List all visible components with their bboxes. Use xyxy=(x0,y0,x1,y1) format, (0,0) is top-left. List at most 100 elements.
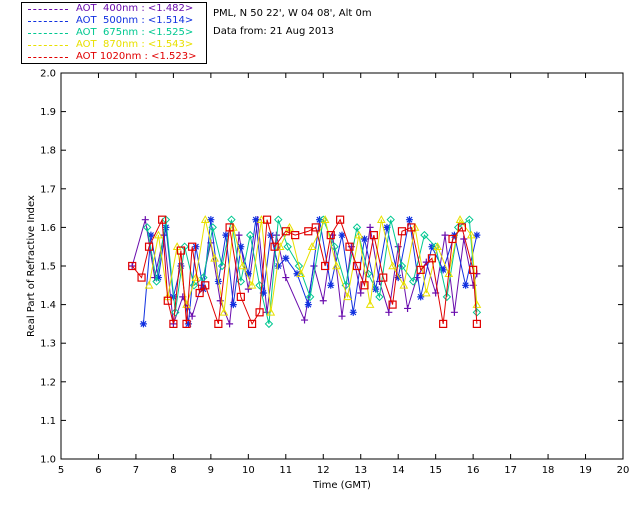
x-tick-label: 20 xyxy=(617,465,630,476)
x-tick-label: 12 xyxy=(317,465,330,476)
legend-label: AOT 870nm : <1.543> xyxy=(76,39,194,50)
data-point xyxy=(219,307,229,316)
data-point xyxy=(330,242,339,251)
data-point xyxy=(182,319,191,328)
data-point xyxy=(408,277,418,286)
data-point xyxy=(404,304,412,312)
y-tick-label: 1.3 xyxy=(40,339,56,350)
y-tick-label: 1.4 xyxy=(40,300,56,311)
data-point xyxy=(327,281,335,289)
data-point xyxy=(144,242,154,251)
data-point xyxy=(441,231,449,239)
data-point xyxy=(201,281,210,290)
data-point xyxy=(226,320,234,328)
data-point xyxy=(311,223,320,232)
data-point xyxy=(255,308,264,317)
data-point xyxy=(169,319,178,328)
y-tick-label: 1.6 xyxy=(40,223,56,234)
data-point xyxy=(162,223,170,231)
legend-label: AOT 1020nm : <1.523> xyxy=(76,51,197,62)
data-point xyxy=(338,231,346,239)
x-tick-label: 18 xyxy=(542,465,555,476)
data-point xyxy=(144,280,154,289)
legend-swatch xyxy=(28,9,68,10)
x-tick-label: 8 xyxy=(170,465,176,476)
data-point xyxy=(274,262,282,270)
y-tick-label: 1.1 xyxy=(40,416,56,427)
x-tick-label: 19 xyxy=(579,465,592,476)
data-point xyxy=(433,242,442,250)
data-point xyxy=(264,319,274,329)
legend-swatch xyxy=(28,45,68,46)
x-tick-label: 14 xyxy=(392,465,405,476)
data-point xyxy=(379,273,388,282)
data-point xyxy=(421,288,431,297)
data-point xyxy=(141,216,149,224)
data-point xyxy=(332,261,341,270)
data-point xyxy=(450,308,458,316)
data-point xyxy=(448,234,457,244)
site-info: PML, N 50 22', W 04 08', Alt 0m xyxy=(213,8,372,19)
data-point xyxy=(305,292,315,302)
legend-swatch xyxy=(28,21,68,22)
data-point xyxy=(281,227,290,236)
data-point xyxy=(222,231,230,239)
data-point xyxy=(320,215,330,223)
data-point xyxy=(195,288,204,298)
legend-item: AOT 675nm : <1.525> xyxy=(22,27,206,39)
data-point xyxy=(360,281,369,290)
data-point xyxy=(262,215,272,224)
x-tick-label: 10 xyxy=(242,465,255,476)
x-tick-label: 13 xyxy=(354,465,367,476)
data-point xyxy=(349,308,357,316)
data-point xyxy=(364,269,373,278)
data-point xyxy=(383,223,391,231)
data-point xyxy=(171,308,180,317)
data-point xyxy=(176,246,185,255)
y-tick-label: 1.8 xyxy=(40,146,56,157)
data-point xyxy=(469,265,478,274)
legend-label: AOT 500nm : <1.514> xyxy=(76,15,194,26)
legend-label: AOT 400nm : <1.482> xyxy=(76,3,194,14)
data-point xyxy=(200,215,210,223)
data-point xyxy=(405,216,413,224)
data-point xyxy=(375,292,384,302)
data-point xyxy=(236,292,245,301)
data-point xyxy=(427,254,437,263)
data-point xyxy=(191,273,201,281)
x-tick-label: 9 xyxy=(208,465,214,476)
y-tick-label: 2.0 xyxy=(40,69,56,80)
data-point xyxy=(189,281,199,290)
data-point xyxy=(394,274,402,282)
data-point xyxy=(431,242,440,251)
data-point xyxy=(399,280,409,289)
legend-item: AOT 1020nm : <1.523> xyxy=(22,51,206,63)
data-point xyxy=(216,297,224,305)
data-point xyxy=(338,312,346,320)
data-point xyxy=(252,216,260,224)
legend-item: AOT 500nm : <1.514> xyxy=(22,15,206,27)
data-point xyxy=(296,269,306,278)
data-point xyxy=(472,308,482,317)
data-point xyxy=(163,296,172,305)
data-point xyxy=(345,242,354,251)
data-point xyxy=(199,273,208,282)
data-point xyxy=(369,231,378,240)
plot-frame xyxy=(60,72,624,460)
data-point xyxy=(457,223,466,232)
data-point xyxy=(247,280,257,289)
data-point xyxy=(147,231,155,239)
data-point xyxy=(336,215,345,224)
data-point xyxy=(460,235,468,243)
x-tick-label: 17 xyxy=(504,465,517,476)
data-point xyxy=(282,274,290,282)
y-tick-label: 1.0 xyxy=(40,455,56,466)
y-tick-label: 1.2 xyxy=(40,377,56,388)
series-line xyxy=(148,218,478,313)
x-tick-label: 5 xyxy=(58,465,64,476)
x-tick-label: 16 xyxy=(467,465,480,476)
data-point xyxy=(210,253,219,262)
data-point xyxy=(139,320,147,328)
data-point xyxy=(154,274,162,282)
